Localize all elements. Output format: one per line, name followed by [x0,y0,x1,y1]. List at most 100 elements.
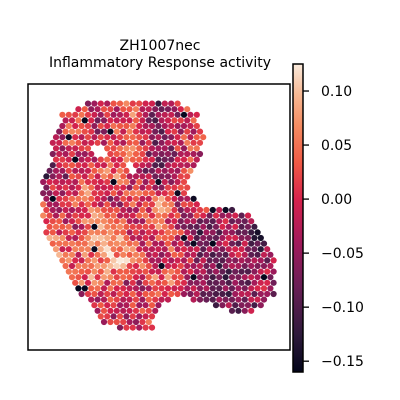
spot-point [180,145,188,152]
spot-point [155,167,162,174]
spot-point [126,251,133,258]
spot-point [158,274,165,281]
spot-point [212,279,220,286]
spot-point [100,139,108,146]
spot-point [75,240,82,247]
spot-point [164,139,172,146]
spot-point [75,262,82,270]
spot-point [222,274,229,281]
spot-point [132,173,140,180]
spot-point [251,302,258,309]
spot-point [78,257,85,264]
spot-point [161,100,168,107]
spot-point [68,274,76,281]
spot-point [171,251,178,258]
spot-point [168,190,175,197]
spot-point [139,173,146,180]
spot-point [136,302,143,309]
spot-point [139,262,146,270]
spot-point [225,223,232,230]
spot-point [52,223,60,230]
spot-point [120,307,127,314]
spot-point [104,234,111,242]
spot-point [132,150,140,158]
spot-point [94,296,101,303]
spot-point [40,178,47,186]
spot-point [158,117,165,124]
spot-point [91,167,98,174]
spot-point [97,268,104,275]
spot-point [171,285,178,292]
spot-point [65,167,72,174]
spot-point [177,173,184,180]
spot-point [177,262,184,270]
spot-point [241,262,248,270]
spot-point [244,246,252,253]
spot-point [161,190,168,197]
spot-point [244,212,252,219]
spot-point [65,246,72,253]
spot-point [171,150,178,158]
spot-point [113,173,120,180]
spot-point [164,128,172,135]
spot-point [43,195,50,202]
spot-point [177,218,184,225]
spot-point [62,139,69,146]
spot-point [254,274,261,281]
spot-point [94,307,101,314]
spot-point [132,195,140,202]
spot-point [190,296,197,303]
spot-point [56,195,63,202]
spot-point [78,268,85,275]
spot-point [113,218,120,225]
spot-point [104,257,111,264]
spot-point [88,240,95,247]
spot-point [254,296,261,303]
spot-point [46,190,53,197]
spot-point [184,106,191,113]
spot-point [248,229,255,236]
colorbar-tick-label: −0.05 [321,246,364,262]
spot-point [91,223,98,230]
spot-point [59,223,66,230]
spot-point [123,268,130,275]
spot-point [228,251,236,258]
spot-point [136,190,143,197]
spot-point [187,167,194,174]
spot-point [248,240,255,247]
spot-point [145,285,152,292]
spot-point [228,274,236,281]
spot-point [120,251,127,258]
spot-point [184,150,191,158]
spot-point [97,178,104,186]
spot-point [113,117,120,124]
spot-point [100,251,108,258]
spot-point [78,145,85,152]
spot-point [168,268,175,275]
spot-point [56,162,63,169]
spot-point [136,145,143,152]
spot-point [126,106,133,113]
spot-point [251,268,258,275]
spot-point [68,128,76,135]
spot-point [100,318,108,326]
spot-point [110,212,117,219]
spot-point [110,290,117,298]
spot-point [126,128,133,135]
spot-point [91,302,98,309]
spot-point [190,195,197,202]
spot-point [136,134,143,141]
spot-point [43,173,50,180]
spot-point [171,139,178,146]
spot-point [59,257,66,264]
spot-point [126,262,133,270]
spot-point [116,279,124,286]
spot-point [129,313,136,320]
spot-point [68,229,76,236]
spot-point [123,178,130,186]
spot-point [161,246,168,253]
spot-point [142,178,149,186]
spot-point [59,212,66,219]
spot-point [72,223,79,230]
spot-point [139,195,146,202]
